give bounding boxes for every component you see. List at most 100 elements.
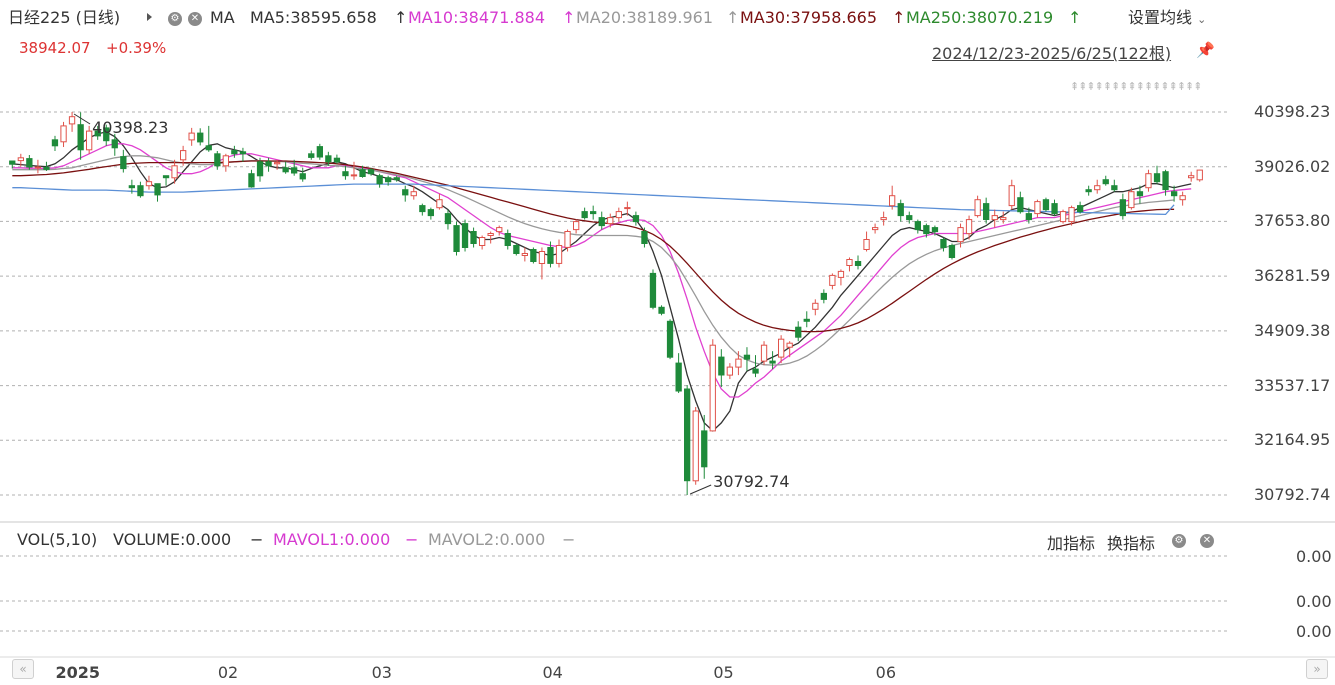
candle bbox=[299, 167, 306, 182]
candle bbox=[1111, 179, 1118, 192]
candle-body-up bbox=[1188, 175, 1195, 179]
candle-body-down bbox=[333, 157, 341, 163]
candle bbox=[940, 237, 947, 252]
candle bbox=[778, 335, 785, 364]
x-tick-label: 06 bbox=[875, 663, 896, 682]
ma-settings-label: 设置均线 bbox=[1128, 8, 1193, 27]
candle bbox=[675, 353, 682, 394]
candle-body-up bbox=[709, 344, 716, 432]
candle-body-down bbox=[376, 175, 383, 185]
candle-body-down bbox=[931, 227, 939, 233]
expand-triangle-icon[interactable] bbox=[147, 13, 152, 21]
indicator-settings-icon[interactable]: ⚙ bbox=[1172, 530, 1186, 549]
candle bbox=[51, 135, 59, 152]
candle-body-down bbox=[769, 360, 776, 364]
candle bbox=[1068, 205, 1075, 226]
candle bbox=[461, 219, 469, 252]
ma250-value: MA250:38070.219 bbox=[906, 8, 1054, 27]
vol-y-label: 0.00 bbox=[1296, 547, 1332, 566]
y-tick-label: 36281.59 bbox=[1254, 266, 1331, 286]
candle-body-down bbox=[1017, 197, 1024, 213]
candle-body-up bbox=[974, 199, 981, 217]
candle bbox=[965, 215, 973, 240]
candle bbox=[1000, 211, 1007, 224]
candle bbox=[1119, 193, 1126, 220]
candle bbox=[1145, 169, 1152, 192]
candle-body-up bbox=[274, 162, 281, 165]
ma5-value: MA5:38595.658 bbox=[250, 8, 377, 27]
candle bbox=[222, 153, 229, 172]
ma-close-icon[interactable]: ✕ bbox=[188, 8, 202, 28]
candle-body-down bbox=[547, 247, 554, 264]
candle bbox=[419, 203, 426, 216]
more-arrows-icon[interactable]: ⇞⇞⇞⇞⇞⇞⇞⇞⇞⇞⇞⇞⇞⇞⇞⇞ bbox=[1070, 80, 1202, 93]
candle bbox=[692, 406, 699, 485]
candle-body-down bbox=[51, 139, 59, 147]
x-tick-label: 2025 bbox=[55, 663, 101, 682]
indicator-close-icon[interactable]: ✕ bbox=[1200, 530, 1214, 549]
candle bbox=[837, 269, 845, 286]
candle-body-down bbox=[205, 145, 212, 151]
candle bbox=[436, 193, 443, 210]
annotation-arrow bbox=[73, 113, 91, 125]
candle-body-up bbox=[1094, 185, 1101, 191]
candle bbox=[86, 125, 93, 154]
candle-body-down bbox=[1102, 179, 1109, 185]
candle bbox=[94, 125, 101, 140]
ma-settings-button[interactable]: 设置均线 ⌄ bbox=[1128, 8, 1206, 30]
candle bbox=[615, 207, 623, 222]
candle bbox=[171, 159, 178, 184]
candle bbox=[709, 339, 716, 432]
candle bbox=[1051, 199, 1058, 216]
symbol-title[interactable]: 日经225 (日线) bbox=[8, 8, 121, 27]
candle bbox=[68, 111, 76, 132]
candle bbox=[1017, 191, 1024, 214]
candle bbox=[1094, 179, 1101, 194]
candle-body-down bbox=[282, 167, 289, 173]
candle bbox=[180, 145, 187, 166]
candle bbox=[829, 273, 836, 290]
ma-line-ma20 bbox=[12, 155, 1175, 366]
candle bbox=[274, 159, 281, 170]
switch-indicator-button[interactable]: 换指标 bbox=[1107, 534, 1156, 553]
candle bbox=[632, 211, 640, 226]
candle-body-down bbox=[701, 430, 708, 468]
candle bbox=[581, 207, 588, 220]
scroll-right-button[interactable]: » bbox=[1306, 659, 1328, 679]
candle-body-up bbox=[521, 253, 529, 256]
candle-body-down bbox=[897, 203, 904, 217]
candle bbox=[9, 160, 16, 169]
candle bbox=[803, 311, 810, 328]
candle bbox=[1085, 185, 1092, 196]
candle-body-up bbox=[846, 259, 853, 266]
add-indicator-button[interactable]: 加指标 bbox=[1047, 534, 1096, 553]
candle-body-down bbox=[658, 306, 665, 314]
y-tick-label: 40398.23 bbox=[1254, 102, 1331, 121]
x-tick-label: 04 bbox=[542, 663, 563, 682]
candle bbox=[120, 149, 127, 173]
ma20-value: MA20:38189.961 bbox=[576, 8, 714, 27]
candle-body-up bbox=[1196, 169, 1203, 181]
candle bbox=[26, 154, 33, 170]
scroll-left-button[interactable]: « bbox=[12, 659, 34, 679]
y-tick-label: 39026.02 bbox=[1254, 156, 1331, 176]
y-tick-label: 32164.95 bbox=[1254, 430, 1331, 450]
candle-body-down bbox=[684, 388, 691, 482]
candle-body-down bbox=[854, 261, 862, 266]
pin-icon[interactable]: 📌 bbox=[1196, 41, 1215, 59]
y-tick-label: 34909.38 bbox=[1254, 320, 1331, 340]
candle-body-up bbox=[17, 157, 25, 162]
candle-body-up bbox=[760, 344, 768, 362]
candle-body-down bbox=[120, 156, 127, 170]
candle bbox=[658, 305, 665, 316]
ma-label: MA bbox=[210, 8, 235, 27]
ma-settings-icon[interactable]: ⚙ bbox=[168, 8, 182, 28]
candle-body-down bbox=[632, 215, 640, 223]
date-range[interactable]: 2024/12/23-2025/6/25(122根) bbox=[932, 44, 1172, 63]
vol-label: VOL(5,10) bbox=[17, 530, 98, 549]
candle bbox=[538, 247, 546, 280]
candle-body-down bbox=[598, 217, 605, 227]
candle-body-up bbox=[872, 227, 879, 231]
candle bbox=[1171, 185, 1178, 202]
